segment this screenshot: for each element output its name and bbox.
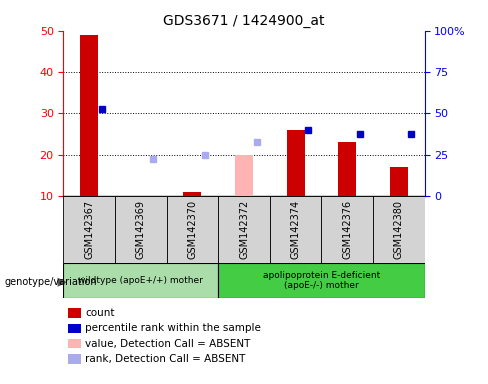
Bar xyxy=(80,35,98,196)
Bar xyxy=(183,192,202,196)
Text: GSM142376: GSM142376 xyxy=(342,200,352,259)
Text: GSM142380: GSM142380 xyxy=(394,200,404,259)
Bar xyxy=(322,196,373,263)
Text: GSM142369: GSM142369 xyxy=(136,200,146,259)
Bar xyxy=(286,130,305,196)
Bar xyxy=(115,196,166,263)
Bar xyxy=(373,196,425,263)
Bar xyxy=(338,142,356,196)
Text: GSM142374: GSM142374 xyxy=(290,200,301,259)
Title: GDS3671 / 1424900_at: GDS3671 / 1424900_at xyxy=(163,14,325,28)
Text: rank, Detection Call = ABSENT: rank, Detection Call = ABSENT xyxy=(85,354,246,364)
Bar xyxy=(166,196,218,263)
Text: GSM142370: GSM142370 xyxy=(187,200,198,259)
Bar xyxy=(390,167,408,196)
Bar xyxy=(235,155,253,196)
Text: GSM142372: GSM142372 xyxy=(239,200,249,259)
Text: genotype/variation: genotype/variation xyxy=(5,277,98,287)
Polygon shape xyxy=(58,278,67,287)
Bar xyxy=(270,196,322,263)
Text: GSM142367: GSM142367 xyxy=(84,200,94,259)
Text: wildtype (apoE+/+) mother: wildtype (apoE+/+) mother xyxy=(79,276,203,285)
Bar xyxy=(218,263,425,298)
Bar xyxy=(63,263,218,298)
Text: apolipoprotein E-deficient
(apoE-/-) mother: apolipoprotein E-deficient (apoE-/-) mot… xyxy=(263,271,380,290)
Text: value, Detection Call = ABSENT: value, Detection Call = ABSENT xyxy=(85,339,251,349)
Bar xyxy=(63,196,115,263)
Bar xyxy=(218,196,270,263)
Text: count: count xyxy=(85,308,115,318)
Text: percentile rank within the sample: percentile rank within the sample xyxy=(85,323,261,333)
